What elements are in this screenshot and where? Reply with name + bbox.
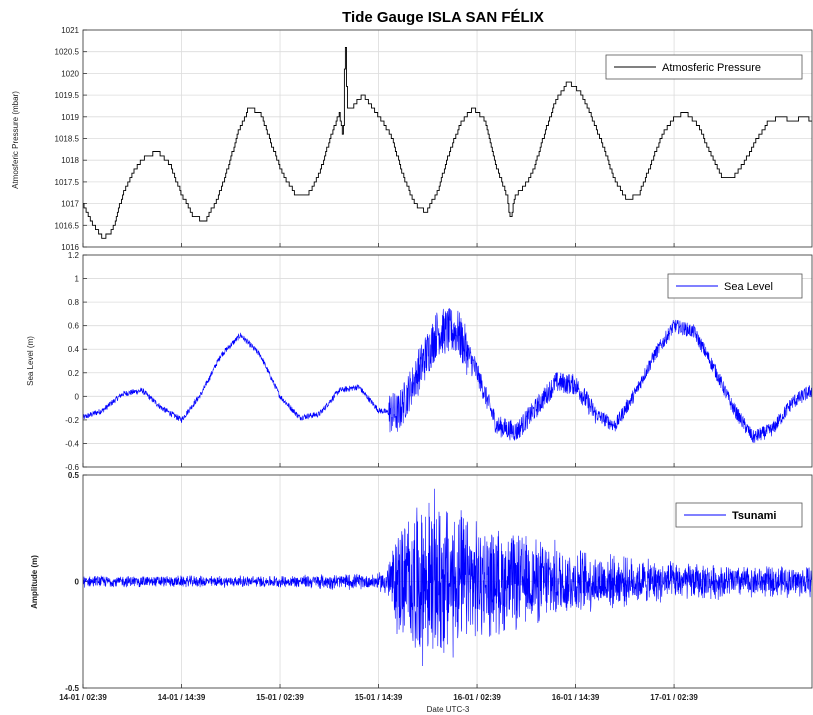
y-tick-label: -0.4 — [65, 439, 79, 448]
series-line — [83, 46, 812, 239]
axes-frame — [82, 29, 813, 248]
series-line — [83, 308, 812, 443]
y-tick-label: 1.2 — [68, 251, 80, 260]
y-tick-label: 1016.5 — [55, 221, 80, 230]
sea-level-y-axis-label: Sea Level (m) — [26, 336, 35, 386]
x-tick-label: 15-01 / 02:39 — [256, 693, 304, 702]
legend: Atmosferic Pressure — [605, 54, 803, 80]
x-tick-label: 16-01 / 02:39 — [453, 693, 501, 702]
legend-label: Tsunami — [732, 510, 776, 522]
y-tick-label: -0.6 — [65, 463, 79, 472]
y-tick-label: -0.2 — [65, 416, 79, 425]
y-tick-label: 1020.5 — [55, 48, 80, 57]
chart-title: Tide Gauge ISLA SAN FÉLIX — [342, 9, 544, 26]
y-tick-label: 1020 — [61, 69, 79, 78]
series-line — [83, 488, 812, 667]
y-tick-label: -0.5 — [65, 684, 79, 693]
axes-frame — [82, 474, 813, 689]
tsunami-panel: -0.5 0 0.5 Tsunami 14-01 / 02:39 14-01 / 14:3… — [59, 471, 813, 702]
y-tick-label: 0.5 — [68, 471, 80, 480]
y-tick-label: 1019 — [61, 113, 79, 122]
y-tick-label: 1017.5 — [55, 178, 80, 187]
y-tick-label: 1017 — [61, 200, 79, 209]
y-tick-label: 0 — [75, 578, 80, 587]
sea-level-panel: -0.6 -0.4 -0.2 0 0.2 0.4 0.6 0.8 1 1.2 Sea Level — [65, 251, 813, 472]
legend: Tsunami — [675, 502, 803, 528]
legend: Sea Level — [667, 273, 803, 299]
legend-label: Atmosferic Pressure — [662, 62, 761, 74]
x-tick-label: 15-01 / 14:39 — [355, 693, 403, 702]
y-tick-label: 1018 — [61, 156, 79, 165]
y-tick-label: 1016 — [61, 243, 79, 252]
x-axis-label: Date UTC-3 — [427, 705, 470, 714]
y-tick-label: 0.4 — [68, 345, 80, 354]
y-tick-label: 1021 — [61, 26, 79, 35]
y-tick-label: 1 — [75, 275, 80, 284]
axes-frame — [82, 254, 813, 468]
x-tick-label: 14-01 / 14:39 — [158, 693, 206, 702]
atmospheric-pressure-panel: 1016 1016.5 1017 1017.5 1018 1018.5 1019 1019.5… — [55, 26, 813, 252]
y-tick-label: 0 — [75, 392, 80, 401]
legend-label: Sea Level — [724, 281, 773, 293]
x-tick-label: 16-01 / 14:39 — [552, 693, 600, 702]
pressure-y-axis-label: Atmosferic Pressure (mbar) — [11, 91, 20, 189]
y-tick-label: 1018.5 — [55, 135, 80, 144]
x-tick-label: 17-01 / 02:39 — [650, 693, 698, 702]
y-tick-label: 0.8 — [68, 298, 80, 307]
y-tick-label: 1019.5 — [55, 91, 80, 100]
y-tick-label: 0.6 — [68, 322, 80, 331]
amplitude-y-axis-label: Amplitude (m) — [30, 555, 39, 609]
y-tick-label: 0.2 — [68, 369, 80, 378]
x-tick-label: 14-01 / 02:39 — [59, 693, 107, 702]
